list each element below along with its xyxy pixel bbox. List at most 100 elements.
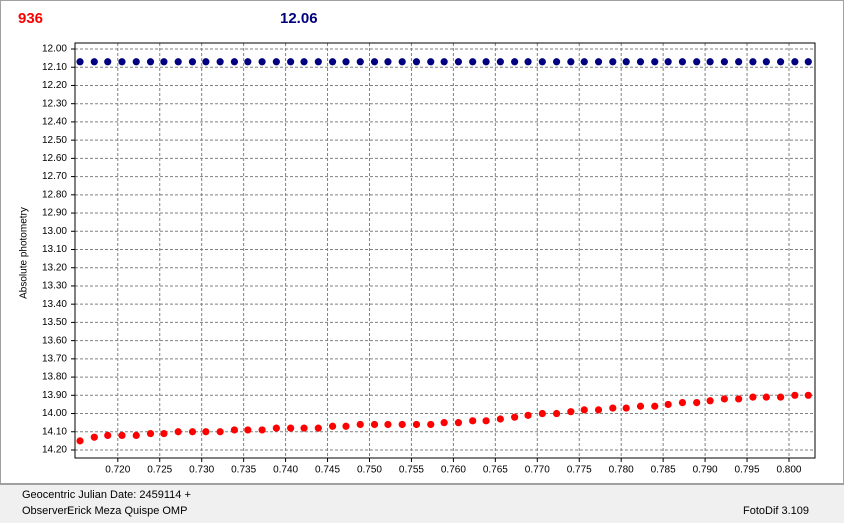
point <box>538 58 546 66</box>
chart: 936 12.06 Absolute photometry 12.00 12.10… <box>0 0 844 484</box>
point <box>427 420 435 429</box>
point <box>412 58 421 66</box>
point <box>762 393 770 401</box>
x-tick-label: 0.730 <box>189 465 214 476</box>
point <box>427 58 435 66</box>
x-tick-label: 0.735 <box>231 465 256 476</box>
point <box>804 391 812 399</box>
point <box>118 431 126 440</box>
panel <box>0 0 844 484</box>
x-tick-label: 0.775 <box>567 465 592 476</box>
point <box>651 58 659 66</box>
y-tick-label: 13.90 <box>42 390 67 401</box>
point <box>496 58 504 66</box>
point <box>735 395 743 403</box>
point <box>594 58 603 66</box>
point <box>244 426 252 434</box>
y-tick-label: 13.50 <box>42 317 67 328</box>
y-tick-label: 14.00 <box>42 408 67 419</box>
y-tick-label: 12.00 <box>42 44 67 55</box>
point <box>469 417 477 425</box>
point <box>90 433 98 441</box>
point <box>118 58 126 66</box>
point <box>398 420 406 429</box>
y-tick-label: 12.70 <box>42 171 67 182</box>
point <box>636 58 645 66</box>
point <box>538 409 546 418</box>
point <box>328 58 337 66</box>
point <box>202 428 210 436</box>
point <box>791 58 799 66</box>
status-bar: Geocentric Julian Date: 2459114 + Observ… <box>0 484 844 523</box>
point <box>524 58 532 66</box>
y-tick-label: 12.50 <box>42 135 67 146</box>
point <box>412 420 421 429</box>
version: FotoDif 3.109 <box>743 505 810 517</box>
y-tick-label: 12.60 <box>42 153 67 164</box>
point <box>160 58 168 66</box>
point <box>693 398 701 407</box>
y-tick-label: 12.90 <box>42 208 67 219</box>
point <box>804 58 812 66</box>
point <box>678 398 687 407</box>
point <box>132 431 140 440</box>
point <box>342 422 350 430</box>
point <box>244 58 252 66</box>
point <box>314 58 322 66</box>
point <box>188 428 197 436</box>
point <box>300 58 308 66</box>
point <box>777 393 785 401</box>
x-tick-label: 0.785 <box>651 465 676 476</box>
x-tick-label: 0.720 <box>105 465 130 476</box>
point <box>174 58 182 66</box>
point <box>651 402 659 410</box>
y-tick-label: 13.60 <box>42 335 67 346</box>
point <box>720 58 728 66</box>
point <box>104 58 112 66</box>
point <box>511 58 519 66</box>
point <box>720 395 728 403</box>
point <box>314 424 322 432</box>
point <box>735 58 743 66</box>
y-tick-label: 13.80 <box>42 372 67 383</box>
y-tick-label: 14.10 <box>42 426 67 437</box>
point <box>76 58 84 66</box>
observer-label: Observer: <box>22 505 71 517</box>
point <box>132 58 140 66</box>
point <box>706 58 714 66</box>
x-tick-label: 0.745 <box>315 465 340 476</box>
point <box>580 406 588 414</box>
point <box>454 58 463 66</box>
header-left: 936 <box>18 10 43 27</box>
y-axis-label: Absolute photometry <box>19 207 30 299</box>
point <box>258 426 266 434</box>
point <box>622 58 630 66</box>
point <box>356 420 364 429</box>
point <box>230 58 239 66</box>
point <box>693 58 701 66</box>
x-tick-label: 0.780 <box>609 465 634 476</box>
point <box>216 428 224 436</box>
point <box>678 58 687 66</box>
plot-frame <box>74 42 816 459</box>
point <box>300 424 308 432</box>
y-tick-label: 13.00 <box>42 226 67 237</box>
point <box>90 58 98 66</box>
point <box>762 58 770 66</box>
x-tick-label: 0.790 <box>693 465 718 476</box>
point <box>440 58 448 66</box>
y-tick-label: 14.20 <box>42 445 67 456</box>
point <box>272 58 280 66</box>
x-tick-label: 0.755 <box>399 465 424 476</box>
x-tick-label: 0.760 <box>441 465 466 476</box>
point <box>188 58 197 66</box>
point <box>511 413 519 421</box>
point <box>398 58 406 66</box>
point <box>146 429 155 438</box>
y-tick-label: 12.10 <box>42 62 67 73</box>
x-tick-label: 0.800 <box>776 465 801 476</box>
observer: Erick Meza Quispe OMP <box>67 505 188 517</box>
point <box>384 420 392 429</box>
point <box>370 420 379 429</box>
